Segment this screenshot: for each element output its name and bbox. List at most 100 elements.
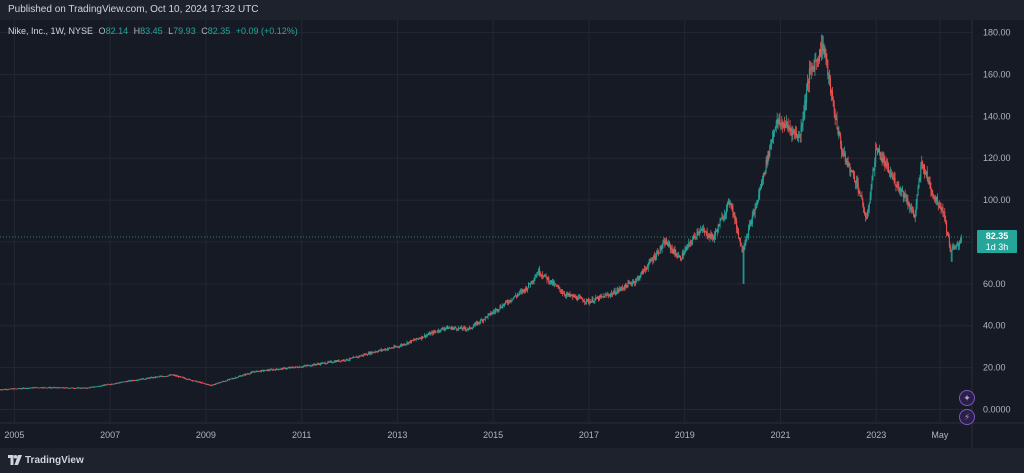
candle-body	[272, 369, 274, 371]
candle-body	[388, 347, 390, 349]
candle-body	[101, 385, 103, 387]
candle-body	[304, 365, 306, 367]
candle-body	[272, 369, 274, 371]
candle-body	[516, 295, 518, 297]
candle-body	[188, 378, 190, 380]
candle-body	[661, 246, 663, 249]
candle-body	[322, 362, 324, 364]
candle-body	[400, 345, 402, 347]
candle-body	[351, 357, 353, 359]
candle-body	[123, 381, 125, 383]
candle-body	[370, 352, 372, 354]
candle-body	[365, 353, 367, 355]
candle-body	[784, 125, 786, 128]
lightning-icon[interactable]: ⚡	[959, 409, 975, 425]
candle-body	[136, 379, 138, 381]
candle-body	[947, 235, 949, 237]
candle-body	[626, 285, 628, 288]
candle-body	[270, 369, 272, 371]
chart-area[interactable]: 180.00160.00140.00120.00100.0080.0060.00…	[0, 20, 1024, 448]
candle-body	[800, 126, 802, 136]
candle-body	[425, 335, 427, 337]
candle-body	[15, 388, 17, 390]
candle-body	[488, 313, 490, 315]
tradingview-logo-icon[interactable]	[8, 455, 22, 465]
candle-body	[352, 357, 354, 359]
candle-body	[64, 387, 66, 389]
candle-body	[483, 319, 485, 321]
sparkle-icon[interactable]: ✦	[959, 390, 975, 406]
candle-body	[74, 388, 76, 390]
candle-body	[803, 111, 805, 119]
candle-body	[862, 199, 864, 206]
candle-body	[386, 349, 388, 350]
candle-body	[635, 279, 637, 282]
candle-body	[818, 59, 820, 61]
candle-body	[121, 381, 123, 383]
candle-body	[608, 294, 610, 296]
candle-body	[894, 178, 896, 185]
candle-body	[890, 173, 892, 176]
candle-body	[94, 386, 96, 388]
candle-body	[109, 384, 111, 386]
candle-body	[132, 380, 134, 382]
candle-body	[688, 242, 690, 248]
candle-body	[354, 356, 356, 358]
candle-body	[144, 379, 146, 380]
candle-body	[181, 376, 183, 378]
candle-body	[447, 326, 449, 329]
candle-body	[61, 387, 63, 389]
candle-body	[484, 316, 486, 320]
candle-body	[381, 349, 383, 351]
price-chart[interactable]: 180.00160.00140.00120.00100.0080.0060.00…	[0, 20, 1024, 448]
candle-body	[239, 375, 241, 377]
candle-body	[177, 376, 179, 377]
candle-body	[318, 363, 320, 365]
candle-body	[247, 373, 249, 375]
candle-body	[682, 252, 684, 256]
candle-body	[570, 295, 572, 297]
candle-body	[215, 383, 217, 384]
candle-body	[361, 355, 363, 356]
candle-body	[793, 130, 795, 131]
footer-brand[interactable]: TradingView	[25, 455, 84, 466]
candle-body	[295, 366, 297, 368]
candle-body	[713, 237, 715, 239]
candle-body	[59, 387, 61, 389]
candle-body	[11, 388, 13, 390]
candle-body	[921, 161, 923, 167]
candle-body	[650, 260, 652, 262]
candle-body	[528, 283, 530, 285]
candle-body	[229, 378, 231, 380]
candle-body	[875, 149, 877, 162]
candle-body	[708, 237, 710, 238]
candle-body	[834, 113, 836, 119]
candle-body	[135, 380, 137, 382]
candle-body	[315, 364, 317, 366]
candle-body	[557, 286, 559, 288]
candle-body	[443, 329, 445, 330]
candle-body	[491, 313, 493, 315]
candle-body	[190, 379, 192, 381]
candle-body	[630, 282, 632, 284]
candle-body	[146, 377, 148, 379]
candle-body	[452, 328, 454, 330]
candle-body	[600, 296, 602, 297]
candle-body	[923, 165, 925, 174]
candle-body	[723, 217, 725, 220]
candle-body	[504, 303, 506, 306]
candle-body	[204, 383, 206, 385]
candle-body	[837, 128, 839, 134]
candle-body	[305, 365, 307, 367]
candle-body	[830, 79, 832, 94]
candle-body	[618, 289, 620, 291]
candle-body	[603, 296, 605, 298]
candle-body	[527, 287, 529, 291]
candle-body	[365, 353, 367, 355]
candle-body	[586, 299, 588, 302]
candle-body	[420, 338, 422, 340]
candle-body	[70, 387, 72, 389]
candle-body	[143, 378, 145, 380]
candle-body	[238, 376, 240, 377]
candle-body	[675, 252, 677, 256]
